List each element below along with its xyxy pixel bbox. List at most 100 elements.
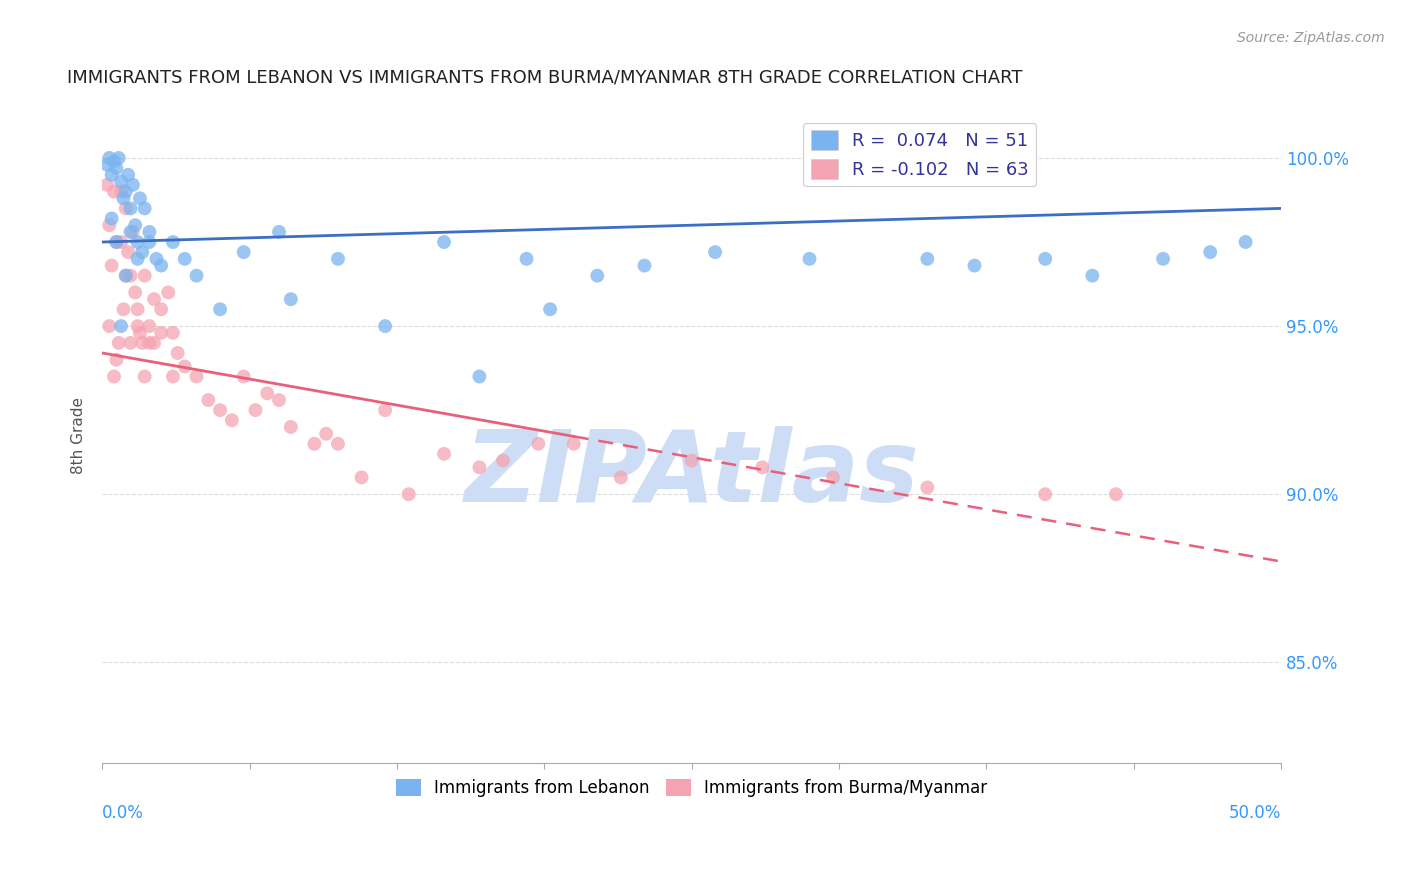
Point	[134, 202, 156, 216]
Legend: R =  0.074   N = 51, R = -0.102   N = 63: R = 0.074 N = 51, R = -0.102 N = 63	[803, 123, 1036, 186]
Point	[173, 252, 195, 266]
Point	[105, 161, 128, 175]
Point	[162, 235, 184, 249]
Point	[433, 447, 456, 461]
Point	[209, 302, 232, 317]
Point	[150, 259, 173, 273]
Point	[799, 252, 821, 266]
Point	[150, 326, 173, 340]
Point	[114, 202, 136, 216]
Point	[186, 369, 208, 384]
Point	[267, 392, 290, 407]
Point	[127, 252, 149, 266]
Point	[127, 319, 149, 334]
Point	[114, 268, 136, 283]
Point	[633, 259, 655, 273]
Point	[107, 151, 129, 165]
Point	[150, 302, 173, 317]
Point	[124, 285, 146, 300]
Point	[112, 302, 135, 317]
Point	[105, 352, 128, 367]
Point	[492, 453, 515, 467]
Point	[586, 268, 609, 283]
Point	[162, 369, 184, 384]
Point	[186, 268, 208, 283]
Point	[98, 218, 121, 232]
Point	[105, 235, 128, 249]
Point	[157, 285, 180, 300]
Point	[96, 158, 118, 172]
Point	[704, 245, 727, 260]
Point	[96, 178, 118, 192]
Point	[516, 252, 538, 266]
Point	[256, 386, 278, 401]
Point	[120, 202, 142, 216]
Text: 0.0%: 0.0%	[103, 804, 143, 822]
Point	[280, 420, 302, 434]
Point	[127, 235, 149, 249]
Point	[143, 292, 166, 306]
Point	[751, 460, 773, 475]
Point	[538, 302, 561, 317]
Point	[315, 426, 337, 441]
Text: ZIPAtlas: ZIPAtlas	[464, 426, 920, 524]
Point	[468, 369, 491, 384]
Point	[129, 326, 152, 340]
Point	[681, 453, 703, 467]
Point	[527, 437, 550, 451]
Point	[103, 154, 125, 169]
Point	[162, 326, 184, 340]
Point	[562, 437, 585, 451]
Point	[1105, 487, 1128, 501]
Point	[138, 225, 160, 239]
Point	[98, 151, 121, 165]
Point	[350, 470, 373, 484]
Point	[1033, 252, 1056, 266]
Point	[100, 259, 122, 273]
Point	[267, 225, 290, 239]
Point	[166, 346, 188, 360]
Point	[1234, 235, 1257, 249]
Point	[112, 191, 135, 205]
Point	[129, 191, 152, 205]
Point	[197, 392, 219, 407]
Point	[110, 174, 132, 188]
Point	[917, 481, 939, 495]
Point	[100, 211, 122, 226]
Point	[110, 185, 132, 199]
Point	[131, 335, 153, 350]
Point	[232, 369, 254, 384]
Point	[110, 235, 132, 249]
Point	[433, 235, 456, 249]
Point	[468, 460, 491, 475]
Point	[120, 225, 142, 239]
Point	[105, 235, 128, 249]
Point	[374, 319, 396, 334]
Point	[100, 168, 122, 182]
Point	[120, 268, 142, 283]
Point	[1081, 268, 1104, 283]
Point	[398, 487, 420, 501]
Point	[232, 245, 254, 260]
Point	[374, 403, 396, 417]
Point	[1199, 245, 1222, 260]
Point	[138, 235, 160, 249]
Point	[98, 319, 121, 334]
Point	[117, 245, 139, 260]
Point	[124, 218, 146, 232]
Text: IMMIGRANTS FROM LEBANON VS IMMIGRANTS FROM BURMA/MYANMAR 8TH GRADE CORRELATION C: IMMIGRANTS FROM LEBANON VS IMMIGRANTS FR…	[67, 69, 1022, 87]
Point	[120, 335, 142, 350]
Point	[127, 302, 149, 317]
Point	[610, 470, 633, 484]
Point	[326, 252, 349, 266]
Point	[107, 335, 129, 350]
Text: 50.0%: 50.0%	[1229, 804, 1281, 822]
Point	[1152, 252, 1174, 266]
Point	[114, 268, 136, 283]
Point	[103, 369, 125, 384]
Point	[138, 319, 160, 334]
Point	[304, 437, 326, 451]
Point	[821, 470, 844, 484]
Point	[963, 259, 986, 273]
Y-axis label: 8th Grade: 8th Grade	[72, 397, 86, 474]
